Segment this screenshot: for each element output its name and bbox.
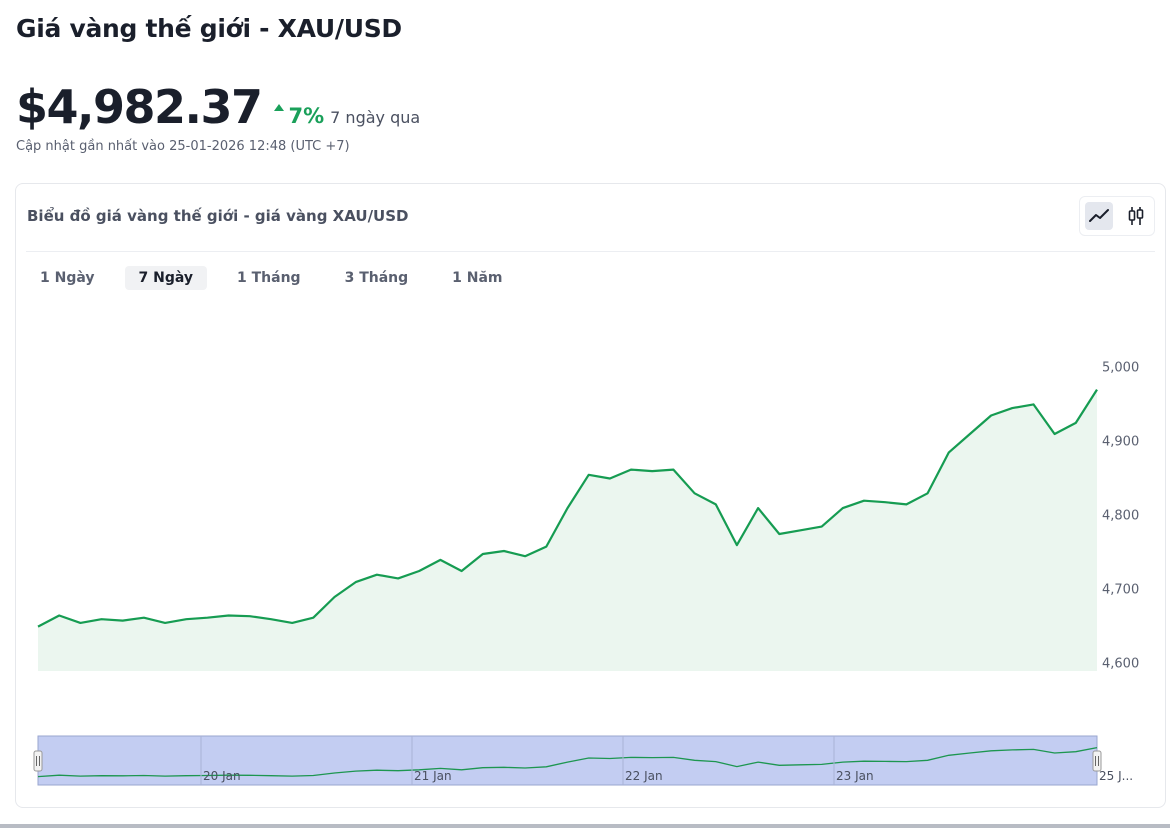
navigator-date-label: 25 J... (1099, 769, 1133, 783)
price-area (38, 389, 1097, 671)
up-arrow-icon (273, 104, 284, 111)
y-tick-label: 4,800 (1102, 509, 1139, 524)
range-tab-3-months[interactable]: 3 Tháng (344, 270, 409, 286)
y-tick-label: 4,700 (1102, 583, 1139, 598)
change-period: 7 ngày qua (330, 108, 421, 127)
page-title: Giá vàng thế giới - XAU/USD (16, 14, 402, 43)
chart-type-toggle (1079, 196, 1155, 236)
navigator-window[interactable] (37, 735, 1098, 786)
change-percent: 7% (288, 104, 325, 128)
navigator-handle-left[interactable] (33, 750, 43, 772)
current-price: $4,982.37 (16, 80, 263, 134)
last-updated: Cập nhật gần nhất vào 25-01-2026 12:48 (… (16, 139, 350, 154)
y-tick-label: 4,600 (1102, 657, 1139, 672)
navigator-line (37, 746, 1098, 778)
navigator-date-label: 20 Jan (203, 769, 241, 783)
card-divider (26, 251, 1155, 252)
y-tick-label: 4,900 (1102, 434, 1139, 449)
price-line (37, 389, 1098, 628)
navigator-date-label: 23 Jan (836, 769, 874, 783)
navigator-handle-right[interactable] (1092, 750, 1102, 772)
range-tab-1-month[interactable]: 1 Tháng (237, 270, 301, 286)
range-tabs: 1 Ngày 7 Ngày 1 Tháng 3 Tháng 1 Năm (26, 266, 517, 290)
line-chart-icon[interactable] (1084, 202, 1113, 230)
range-tab-1-year[interactable]: 1 Năm (452, 270, 503, 286)
navigator-date-label: 21 Jan (414, 769, 452, 783)
price-row: $4,982.37 7% 7 ngày qua (16, 80, 420, 134)
range-tab-1-day[interactable]: 1 Ngày (40, 270, 95, 286)
page-bottom-bar (0, 824, 1170, 828)
candlestick-icon[interactable] (1122, 202, 1150, 230)
navigator-date-label: 22 Jan (625, 769, 663, 783)
range-tab-7-days[interactable]: 7 Ngày (124, 266, 207, 290)
y-tick-label: 5,000 (1102, 360, 1139, 375)
chart-card-title: Biểu đồ giá vàng thế giới - giá vàng XAU… (27, 207, 409, 225)
